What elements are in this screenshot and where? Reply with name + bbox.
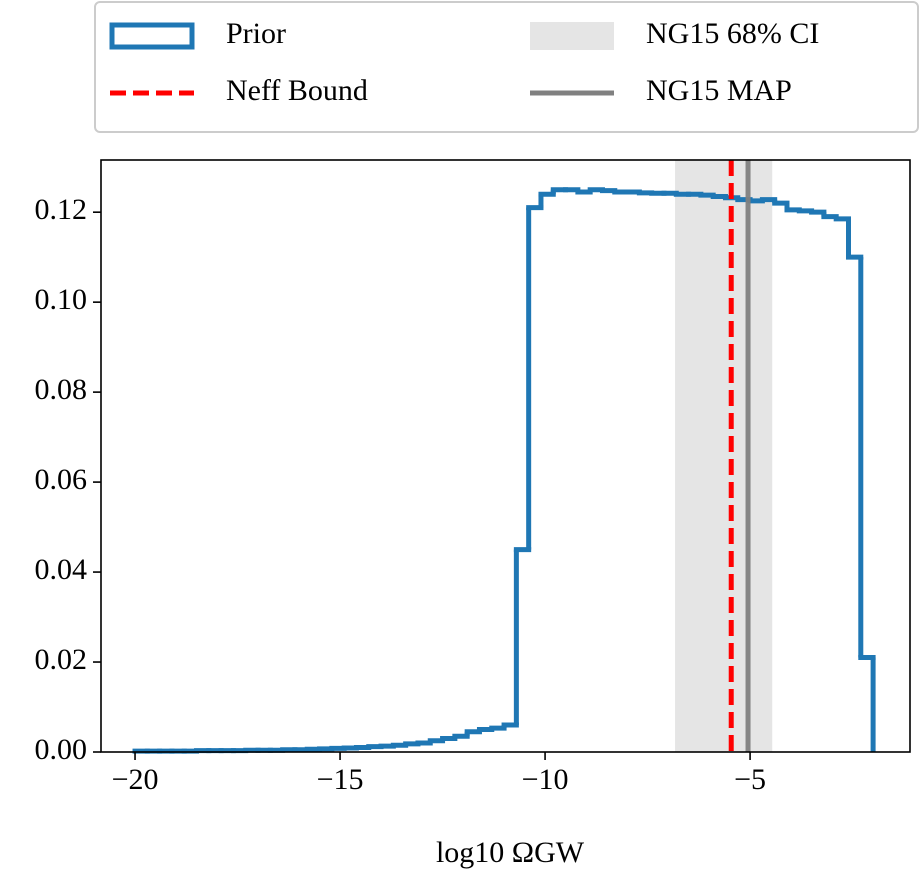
legend-label: NG15 MAP	[646, 74, 792, 107]
y-tick-label: 0.04	[35, 553, 88, 586]
x-tick-label: −20	[112, 763, 159, 796]
axes-frame	[100, 159, 911, 753]
legend-label: Neff Bound	[226, 74, 368, 107]
y-tick-label: 0.10	[35, 283, 88, 316]
x-axis-label: log10 ΩGW	[436, 836, 585, 869]
x-tick-label: −5	[734, 763, 766, 796]
y-tick-label: 0.00	[35, 733, 88, 766]
ci-band	[675, 160, 773, 752]
legend-box	[94, 1, 919, 133]
y-tick-label: 0.12	[35, 193, 88, 226]
x-tick-label: −15	[317, 763, 364, 796]
x-tick-label: −10	[522, 763, 569, 796]
legend-swatch	[530, 22, 614, 50]
legend-swatch	[109, 22, 195, 50]
y-tick-label: 0.06	[35, 463, 88, 496]
y-tick-label: 0.08	[35, 373, 88, 406]
y-tick-label: 0.02	[35, 643, 88, 676]
legend-label: NG15 68% CI	[646, 17, 819, 50]
legend-label: Prior	[226, 17, 286, 50]
